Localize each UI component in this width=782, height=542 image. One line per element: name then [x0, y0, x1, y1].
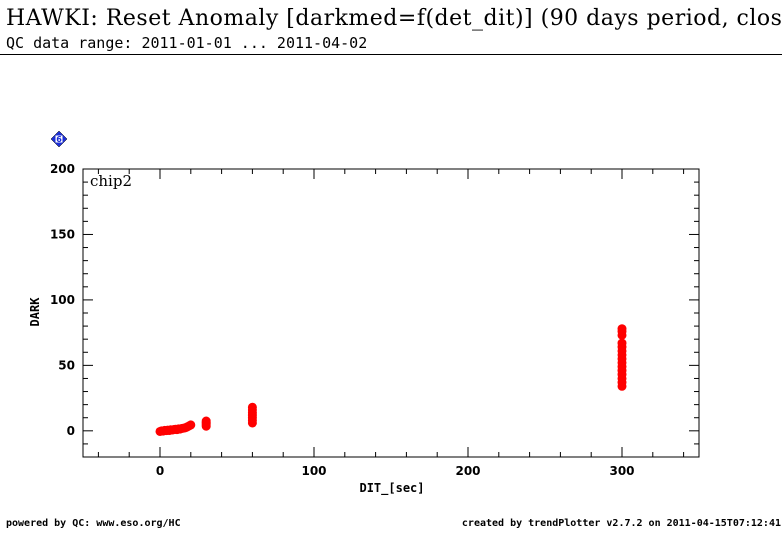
- y-axis-label: DARK: [28, 297, 42, 327]
- y-tick-label: 50: [58, 358, 75, 372]
- badge-number: 6: [56, 135, 62, 144]
- y-tick-label: 0: [67, 424, 75, 438]
- data-point: [186, 420, 196, 430]
- y-tick-label: 100: [50, 293, 75, 307]
- footer-created-by: created by trendPlotter v2.7.2 on 2011-0…: [461, 518, 781, 529]
- data-point: [617, 324, 627, 334]
- panel-label: chip2: [90, 172, 132, 190]
- x-tick-label: 100: [301, 464, 326, 478]
- x-tick-label: 200: [455, 464, 480, 478]
- data-point: [201, 416, 211, 426]
- y-tick-label: 200: [50, 162, 75, 176]
- data-point: [247, 402, 257, 412]
- data-point: [617, 338, 627, 348]
- plot-frame: [82, 168, 700, 458]
- plot-area: 0 100 200 300 0 50 100 150 200: [50, 162, 700, 478]
- y-tick-label: 150: [50, 227, 75, 241]
- header-divider: [0, 54, 782, 55]
- x-tick-label: 300: [609, 464, 634, 478]
- page-title: HAWKI: Reset Anomaly [darkmed=f(det_dit)…: [6, 6, 782, 31]
- data-range-subtitle: QC data range: 2011-01-01 ... 2011-04-02: [6, 34, 368, 52]
- x-tick-label: 0: [156, 464, 164, 478]
- badge[interactable]: 6: [50, 130, 68, 148]
- footer-powered-by: powered by QC: www.eso.org/HC: [6, 518, 181, 529]
- x-axis-label: DIT_[sec]: [359, 481, 424, 496]
